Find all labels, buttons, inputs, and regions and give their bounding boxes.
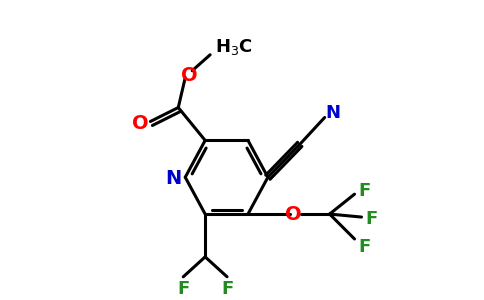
Text: H$_3$C: H$_3$C: [215, 37, 253, 57]
Text: F: F: [221, 280, 233, 298]
Text: O: O: [132, 114, 149, 133]
Text: O: O: [181, 66, 197, 85]
Text: N: N: [165, 169, 182, 188]
Text: F: F: [358, 182, 371, 200]
Text: O: O: [286, 205, 302, 224]
Text: F: F: [358, 238, 371, 256]
Text: F: F: [177, 280, 189, 298]
Text: F: F: [365, 210, 378, 228]
Text: N: N: [325, 103, 340, 122]
